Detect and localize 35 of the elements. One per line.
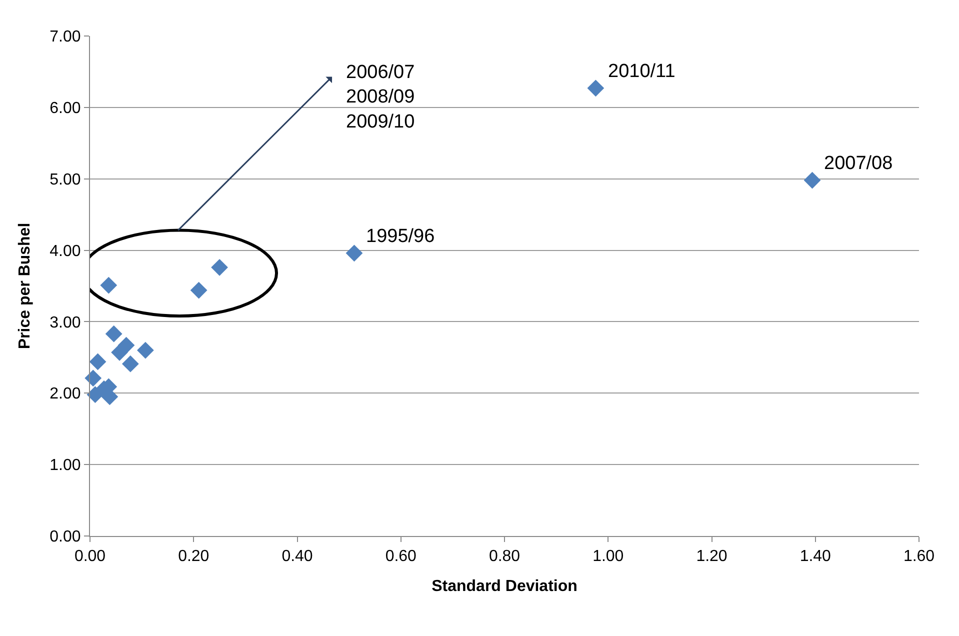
x-tick-label: 0.20 — [178, 548, 210, 566]
y-tick-label: 3.00 — [50, 314, 81, 332]
x-tick-label: 0.60 — [385, 548, 417, 566]
y-tick-label: 0.00 — [50, 528, 81, 546]
x-tick-label: 0.40 — [282, 548, 313, 566]
annotation: 2007/08 — [824, 153, 893, 174]
point — [105, 325, 122, 342]
point — [122, 355, 139, 372]
point — [111, 344, 128, 361]
x-tick-label: 0.00 — [74, 548, 106, 566]
x-tick-label: 0.80 — [488, 548, 520, 566]
y-tick-label: 5.00 — [50, 171, 81, 188]
annotation: 2010/11 — [608, 61, 676, 82]
x-tick-label: 1.40 — [800, 548, 832, 566]
x-tick-label: 1.20 — [696, 548, 728, 566]
y-tick-label: 7.00 — [50, 28, 81, 46]
x-tick-label: 1.60 — [903, 548, 935, 566]
point — [346, 244, 363, 262]
point — [804, 172, 821, 189]
point — [89, 353, 106, 370]
point — [136, 342, 154, 359]
x-tick-label: 1.00 — [592, 548, 624, 566]
point — [190, 282, 208, 299]
annotation: 1995/96 — [366, 226, 435, 247]
y-tick-label: 6.00 — [50, 100, 81, 118]
y-tick-label: 1.00 — [50, 457, 81, 474]
point — [84, 370, 102, 387]
y-axis-title: Price per Bushel — [16, 222, 34, 350]
y-tick-label: 2.00 — [50, 386, 81, 403]
y-tick-label: 4.00 — [50, 242, 81, 260]
x-axis-title: Standard Deviation — [432, 578, 578, 595]
point — [587, 80, 604, 97]
annotation: 2006/07 2008/09 2009/10 — [346, 62, 415, 132]
point — [100, 276, 118, 294]
point — [211, 258, 228, 276]
